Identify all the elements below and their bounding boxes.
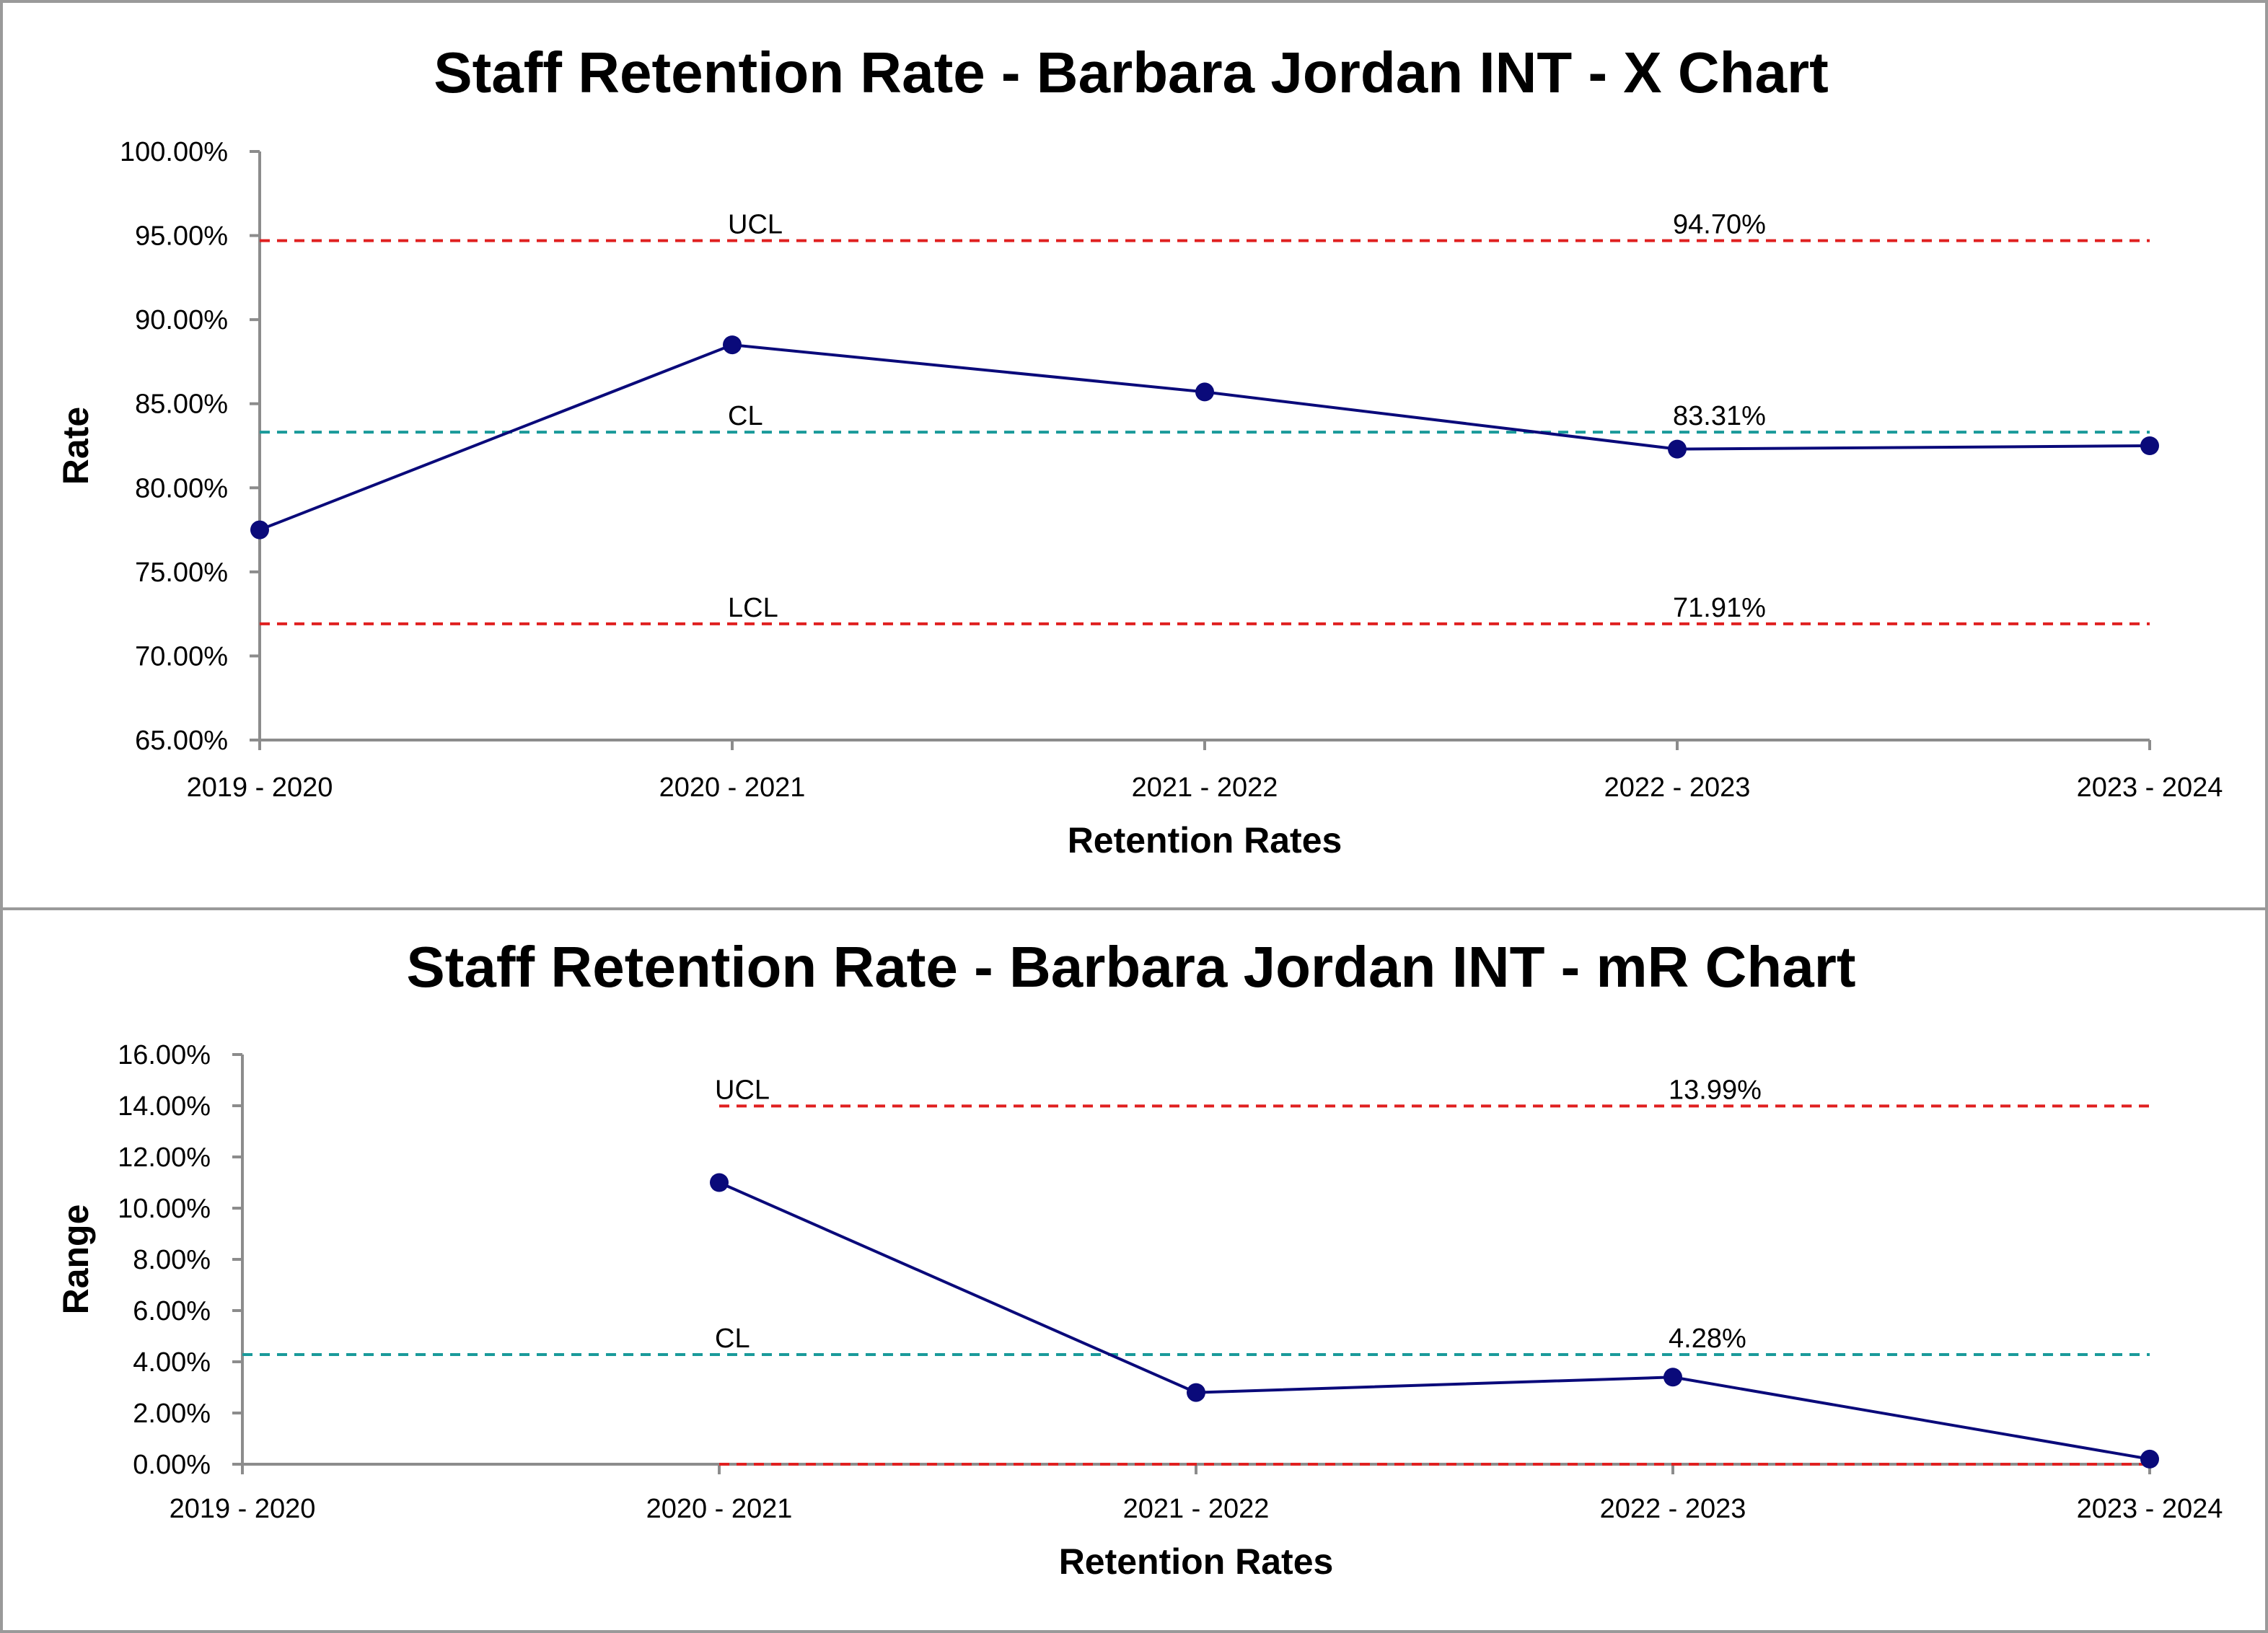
y-tick-label: 75.00% — [135, 558, 228, 588]
cl-limit-name: CL — [728, 401, 763, 431]
ucl-limit-value: 13.99% — [1669, 1075, 1762, 1105]
series-line — [259, 343, 2150, 532]
x-tick-label: 2019 - 2020 — [170, 1494, 316, 1524]
chart-title: Staff Retention Rate - Barbara Jordan IN… — [434, 40, 1829, 105]
x-tick-label: 2022 - 2023 — [1604, 773, 1751, 803]
x-chart: Staff Retention Rate - Barbara Jordan IN… — [56, 40, 2223, 860]
data-point — [1668, 439, 1687, 459]
data-point — [1187, 1383, 1205, 1402]
ucl-limit-value: 94.70% — [1673, 210, 1766, 240]
y-tick-label: 4.00% — [133, 1347, 211, 1378]
ucl-limit-name: UCL — [728, 210, 783, 240]
data-point — [710, 1173, 729, 1192]
x-chart-panel: Staff Retention Rate - Barbara Jordan IN… — [0, 0, 2268, 910]
x-tick-label: 2023 - 2024 — [2077, 1494, 2223, 1524]
data-point — [723, 335, 742, 355]
x-tick-label: 2023 - 2024 — [2077, 773, 2223, 803]
cl-limit-value: 4.28% — [1669, 1324, 1746, 1354]
x-tick-label: 2021 - 2022 — [1132, 773, 1278, 803]
y-axis-title: Range — [56, 1205, 96, 1315]
y-tick-label: 8.00% — [133, 1245, 211, 1275]
data-point — [2140, 436, 2159, 455]
y-tick-label: 6.00% — [133, 1296, 211, 1326]
x-tick-label: 2021 - 2022 — [1123, 1494, 1270, 1524]
y-tick-label: 90.00% — [135, 305, 228, 335]
x-tick-label: 2020 - 2021 — [646, 1494, 793, 1524]
y-tick-label: 85.00% — [135, 389, 228, 420]
y-tick-label: 12.00% — [118, 1143, 211, 1173]
lcl-limit-name: LCL — [728, 593, 778, 623]
data-point — [1195, 382, 1214, 402]
cl-limit-value: 83.31% — [1673, 401, 1766, 431]
x-tick-label: 2022 - 2023 — [1600, 1494, 1746, 1524]
series-line — [718, 1181, 2150, 1461]
y-tick-label: 0.00% — [133, 1450, 211, 1480]
mr-chart: Staff Retention Rate - Barbara Jordan IN… — [56, 935, 2223, 1582]
x-axis-title: Retention Rates — [1068, 820, 1342, 860]
data-point — [1663, 1368, 1682, 1387]
data-point — [250, 520, 269, 540]
x-tick-label: 2019 - 2020 — [187, 773, 333, 803]
y-tick-label: 70.00% — [135, 641, 228, 672]
y-tick-label: 100.00% — [120, 137, 228, 167]
y-tick-label: 65.00% — [135, 726, 228, 756]
mr-chart-panel: Staff Retention Rate - Barbara Jordan IN… — [0, 907, 2268, 1633]
y-tick-label: 16.00% — [118, 1040, 211, 1070]
y-tick-label: 95.00% — [135, 221, 228, 252]
data-point — [2140, 1449, 2159, 1469]
y-tick-label: 10.00% — [118, 1194, 211, 1224]
x-tick-label: 2020 - 2021 — [659, 773, 806, 803]
y-tick-label: 2.00% — [133, 1399, 211, 1429]
y-tick-label: 80.00% — [135, 473, 228, 503]
cl-limit-name: CL — [715, 1324, 750, 1354]
chart-title: Staff Retention Rate - Barbara Jordan IN… — [406, 935, 1855, 999]
y-tick-label: 14.00% — [118, 1091, 211, 1122]
x-axis-title: Retention Rates — [1059, 1541, 1334, 1582]
y-axis-title: Rate — [56, 407, 96, 485]
ucl-limit-name: UCL — [715, 1075, 770, 1105]
lcl-limit-value: 71.91% — [1673, 593, 1766, 623]
